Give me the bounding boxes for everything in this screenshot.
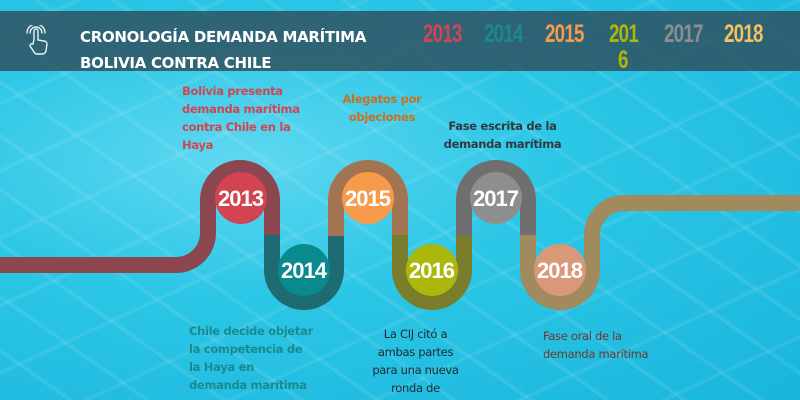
road-segment-2014 — [264, 234, 344, 310]
note-2013: Bolivia presenta demanda marítima contra… — [182, 84, 300, 152]
legend-year-2013: 2013 — [423, 20, 462, 48]
year-marker-2015 — [342, 172, 394, 224]
year-marker-label-2015: 2015 — [345, 186, 391, 211]
note-2016: La CIJ citó a ambas partes para una nuev… — [372, 327, 459, 395]
year-marker-label-2018: 2018 — [537, 258, 583, 283]
page-title: CRONOLOGÍA DEMANDA MARÍTIMA BOLIVIA CONT… — [80, 24, 366, 76]
legend-year-2016-part2: 6 — [618, 46, 628, 74]
title-line-2: BOLIVIA CONTRA CHILE — [80, 54, 272, 72]
road-segment-2013 — [0, 160, 280, 273]
touch-hand-icon — [26, 25, 48, 55]
legend-year-2015: 2015 — [545, 20, 584, 48]
year-marker-2016 — [406, 244, 458, 296]
note-2017: Fase escrita de la demanda marítima — [443, 119, 562, 151]
legend-year-2018: 2018 — [724, 20, 763, 48]
legend-year-2017: 2017 — [664, 20, 703, 48]
title-line-1: CRONOLOGÍA DEMANDA MARÍTIMA — [80, 28, 367, 46]
note-2015: Alegatos por objeciones — [342, 92, 422, 124]
header-band: CRONOLOGÍA DEMANDA MARÍTIMA BOLIVIA CONT… — [0, 11, 800, 72]
year-marker-label-2017: 2017 — [473, 186, 519, 211]
road-segment-2015 — [328, 160, 408, 236]
year-marker-label-2016: 2016 — [409, 258, 455, 283]
year-marker-2014 — [278, 244, 330, 296]
note-2018: Fase oral de la demanda marítima — [543, 329, 649, 361]
year-marker-2018 — [534, 244, 586, 296]
road-segment-2018 — [520, 195, 800, 310]
road-segment-2017 — [456, 160, 536, 236]
legend-year-2016: 201 6 — [609, 20, 639, 75]
legend-year-2014: 2014 — [484, 20, 523, 48]
note-2014: Chile decide objetar la competencia de l… — [189, 324, 313, 392]
road-segment-2016 — [392, 234, 472, 310]
legend-year-2016-part1: 201 — [609, 20, 639, 48]
year-marker-label-2014: 2014 — [281, 258, 328, 283]
year-marker-2017 — [470, 172, 522, 224]
year-marker-2013 — [215, 172, 267, 224]
year-marker-label-2013: 2013 — [218, 186, 264, 211]
